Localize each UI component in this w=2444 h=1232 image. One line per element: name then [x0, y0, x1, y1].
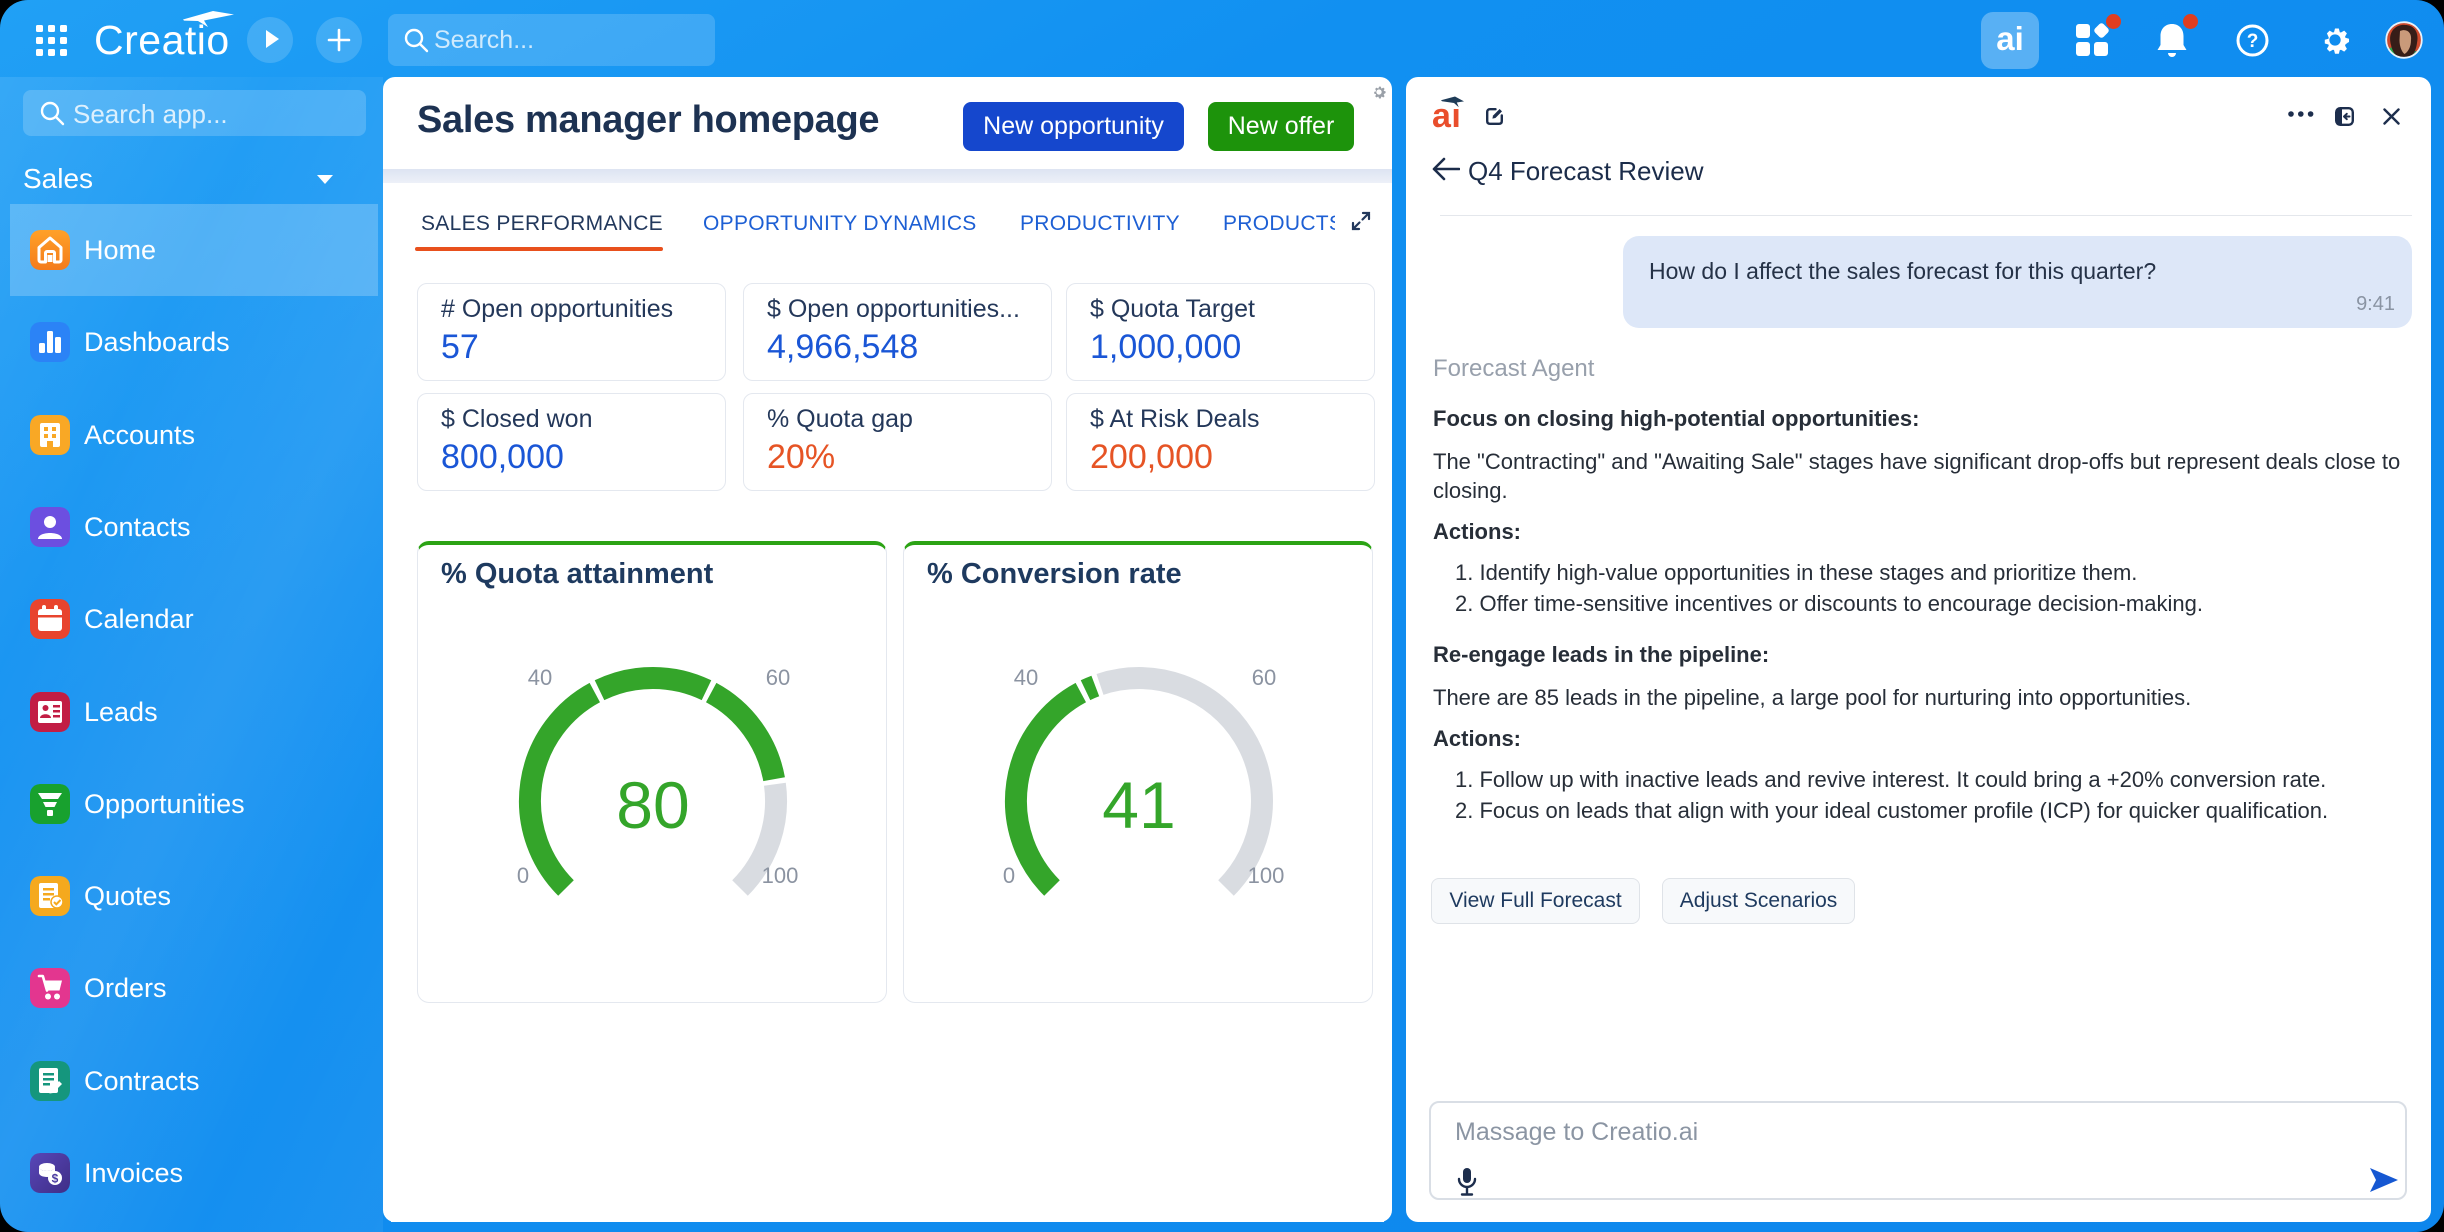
svg-text:?: ? [2247, 31, 2259, 52]
svg-text:$: $ [52, 1172, 59, 1186]
